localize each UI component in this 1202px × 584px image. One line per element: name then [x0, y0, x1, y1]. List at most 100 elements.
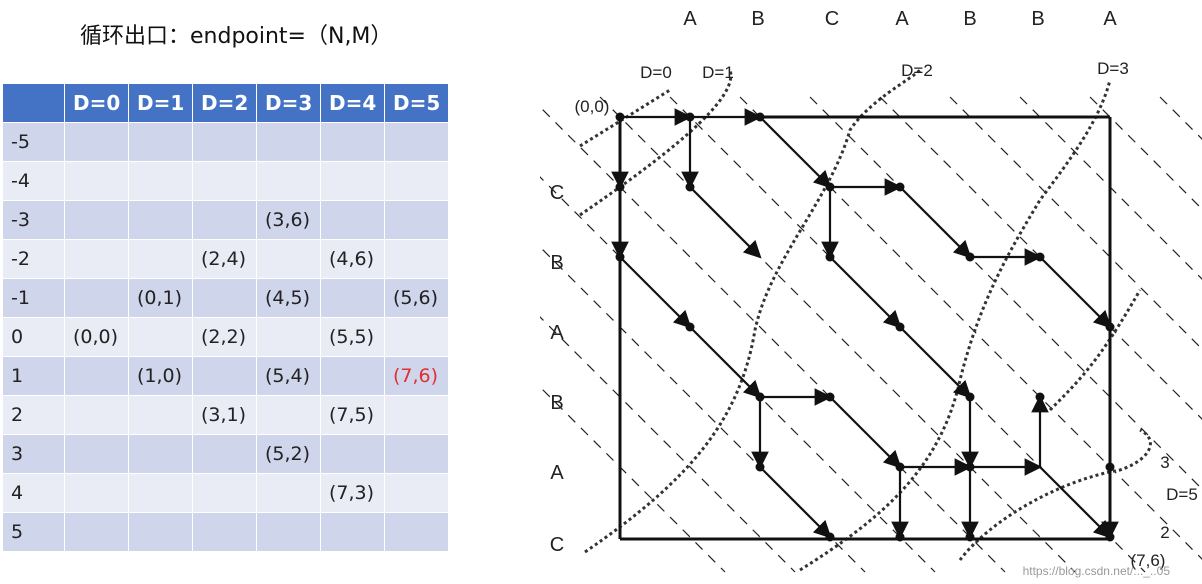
diagonal-line [949, 96, 1202, 350]
table-cell [384, 122, 449, 162]
table-cell [128, 512, 193, 552]
path-arrows [611, 108, 1119, 540]
table-cell: (7,5) [320, 395, 385, 435]
column-label: A [683, 8, 697, 30]
table-cell [192, 161, 257, 201]
column-label: B [751, 8, 764, 30]
path-arrow [829, 396, 902, 469]
d5-boundary [958, 428, 1152, 561]
table-row: 2 (3,1) (7,5) [2, 395, 449, 435]
grid-point [965, 462, 975, 472]
table-cell [64, 356, 129, 396]
table-row: -1 (0,1) (4,5) (5,6) [2, 278, 449, 318]
table-cell: (5,2) [256, 434, 321, 474]
grid-point [965, 532, 975, 542]
table-header-cell [2, 83, 65, 123]
diagonal-d-label: D=1 [702, 63, 734, 82]
diagonal-line [540, 386, 726, 573]
grid-point [825, 392, 835, 402]
table-cell [256, 317, 321, 357]
origin-label: (0,0) [575, 97, 610, 116]
edit-graph-diagram: A B C A B B A C B A B A C D=0 D=1 D=2 D=3 (0,0) (7,6) 3 D=5 2… [540, 8, 1202, 578]
table-cell [320, 434, 385, 474]
row-label: A [550, 462, 564, 484]
table-cell [384, 317, 449, 357]
grid-point [615, 182, 625, 192]
table-row: -5 [2, 122, 449, 162]
d3-boundary [799, 79, 1112, 572]
diagonal-line [1019, 96, 1202, 280]
d1-boundary [579, 69, 733, 217]
table-cell [320, 200, 385, 240]
row-label: B [550, 392, 563, 414]
grid-point [685, 112, 695, 122]
column-label: C [825, 8, 839, 30]
diagonal-d-label: D=2 [901, 61, 933, 80]
column-label: B [1031, 8, 1044, 30]
column-label: A [1103, 8, 1117, 30]
table-cell [128, 473, 193, 513]
table-cell [256, 512, 321, 552]
grid-point [755, 392, 765, 402]
diagonal-line [540, 316, 796, 573]
table-cell [128, 161, 193, 201]
table-cell [64, 122, 129, 162]
diagonal-line [540, 246, 866, 573]
table-cell: (2,4) [192, 239, 257, 279]
row-key-cell: -4 [2, 161, 65, 201]
table-cell: (7,3) [320, 473, 385, 513]
grid-point [1105, 462, 1115, 472]
table-cell: (2,2) [192, 317, 257, 357]
table-cell: (0,1) [128, 278, 193, 318]
grid-point [825, 252, 835, 262]
grid-point [895, 182, 905, 192]
end-label: (7,6) [1131, 551, 1166, 570]
table-cell [256, 473, 321, 513]
diagonal-line [809, 96, 1202, 490]
table-row: -4 [2, 161, 449, 201]
table-cell [384, 473, 449, 513]
path-arrow [689, 326, 762, 399]
diagonal-line [879, 96, 1202, 420]
table-cell: (7,6) [384, 356, 449, 396]
table-cell [320, 122, 385, 162]
diagonal-lines [540, 96, 1202, 573]
table-cell: (4,6) [320, 239, 385, 279]
table-cell [128, 239, 193, 279]
table-cell [64, 434, 129, 474]
table-cell [64, 512, 129, 552]
table-cell [64, 239, 129, 279]
d4-boundary [1048, 289, 1142, 412]
path-arrow [619, 256, 692, 329]
path-arrow [899, 326, 972, 399]
row-label: B [550, 252, 563, 274]
grid-point [825, 182, 835, 192]
table-cell: (5,5) [320, 317, 385, 357]
table-header-cell: D=2 [192, 83, 257, 123]
watermark-text: https://blog.csdn.net/..._..05 [1023, 564, 1171, 578]
table-cell: (4,5) [256, 278, 321, 318]
table-cell [192, 200, 257, 240]
row-key-cell: 5 [2, 512, 65, 552]
table-row: 4 (7,3) [2, 473, 449, 513]
table-cell [256, 239, 321, 279]
table-header-cell: D=1 [128, 83, 193, 123]
grid-point [895, 532, 905, 542]
table-cell [320, 512, 385, 552]
column-label: A [895, 8, 909, 30]
grid-point [965, 252, 975, 262]
table-cell: (5,6) [384, 278, 449, 318]
row-key-cell: -1 [2, 278, 65, 318]
table-cell [192, 473, 257, 513]
table-cell [320, 278, 385, 318]
d2-boundary [584, 68, 922, 554]
path-arrow [899, 186, 972, 259]
table-cell [384, 512, 449, 552]
row-key-cell: -3 [2, 200, 65, 240]
table-row: 3 (5,2) [2, 434, 449, 474]
path-arrow [829, 256, 902, 329]
diagonal-d-label: D=3 [1097, 59, 1129, 78]
table-cell [64, 278, 129, 318]
table-cell [384, 395, 449, 435]
boundary-curves [579, 68, 1152, 572]
